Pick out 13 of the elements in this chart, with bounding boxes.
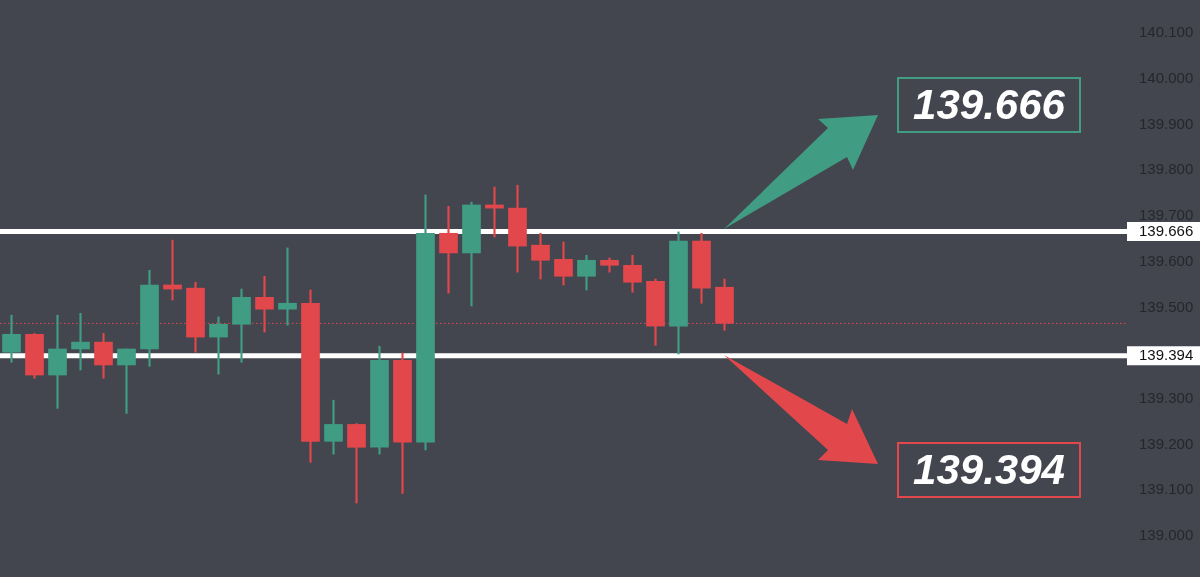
- ref-line-label: 139.394: [1139, 346, 1194, 364]
- candlestick: [48, 314, 67, 409]
- candlestick: [209, 316, 228, 375]
- candlestick: [439, 205, 458, 294]
- candlestick: [324, 399, 343, 455]
- candlestick: [347, 423, 366, 504]
- annotation: 139.394: [913, 446, 1065, 493]
- candlestick: [71, 312, 90, 371]
- ref-line-label: 139.666: [1139, 222, 1194, 240]
- annotation: 139.666: [913, 81, 1065, 128]
- candlestick: [531, 232, 550, 280]
- candlestick: [278, 247, 297, 326]
- candlestick: [117, 348, 136, 414]
